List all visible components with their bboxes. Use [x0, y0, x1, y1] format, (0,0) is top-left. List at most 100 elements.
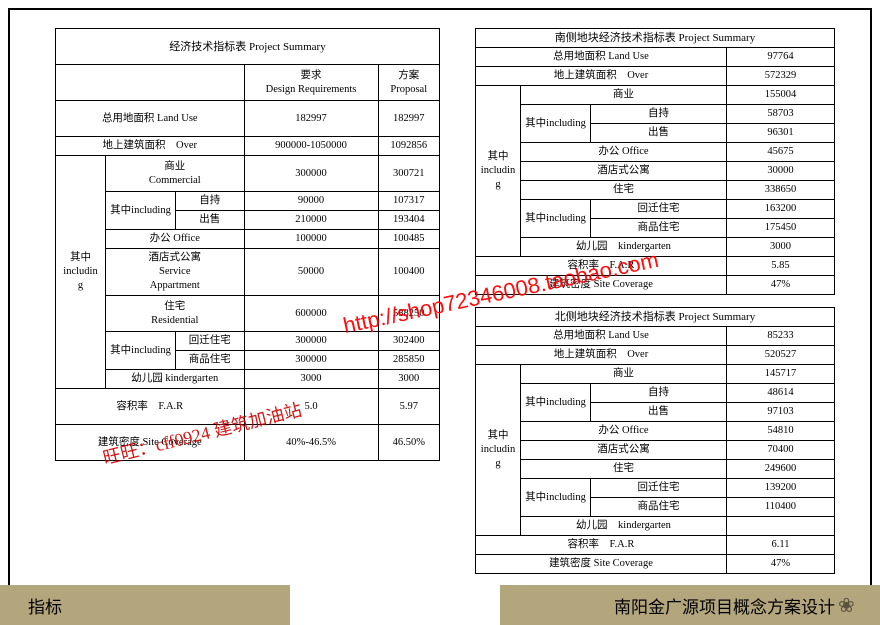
- kg-req: 3000: [244, 370, 378, 389]
- n-huiqian: 回迁住宅: [591, 479, 727, 498]
- s-subincl2: 其中including: [521, 200, 591, 238]
- s-over: 572329: [726, 67, 834, 86]
- s-commercial-v: 155004: [726, 86, 834, 105]
- footer-right: 南阳金广源项目概念方案设计 ❀: [500, 585, 880, 625]
- main-title: 经济技术指标表 Project Summary: [56, 29, 440, 65]
- n-shangpin: 商品住宅: [591, 498, 727, 517]
- s-office: 办公 Office: [521, 143, 727, 162]
- n-commercial-v: 145717: [726, 365, 834, 384]
- hotel-req: 50000: [244, 249, 378, 296]
- s-hotel: 酒店式公寓: [521, 162, 727, 181]
- shangpin-prop: 285850: [378, 351, 440, 370]
- chushou: 出售: [176, 211, 245, 230]
- zichi-prop: 107317: [378, 192, 440, 211]
- n-far-v: 6.11: [726, 536, 834, 555]
- n-over: 520527: [726, 346, 834, 365]
- south-title: 南侧地块经济技术指标表 Project Summary: [476, 29, 835, 48]
- shangpin: 商品住宅: [176, 351, 245, 370]
- over-req: 900000-1050000: [244, 137, 378, 156]
- n-res-v: 249600: [726, 460, 834, 479]
- sub-including2: 其中including: [106, 332, 176, 370]
- n-cov-label: 建筑密度 Site Coverage: [476, 555, 727, 574]
- commercial-prop: 300721: [378, 156, 440, 192]
- s-res: 住宅: [521, 181, 727, 200]
- n-land: 85233: [726, 327, 834, 346]
- chushou-prop: 193404: [378, 211, 440, 230]
- s-hotel-v: 30000: [726, 162, 834, 181]
- s-res-v: 338650: [726, 181, 834, 200]
- over-prop: 1092856: [378, 137, 440, 156]
- office: 办公 Office: [106, 230, 245, 249]
- s-land: 97764: [726, 48, 834, 67]
- n-hotel: 酒店式公寓: [521, 441, 727, 460]
- n-kg-v: [726, 517, 834, 536]
- s-office-v: 45675: [726, 143, 834, 162]
- blank: [56, 65, 245, 101]
- s-cov-v: 47%: [726, 276, 834, 295]
- far-prop: 5.97: [378, 389, 440, 425]
- commercial: 商业 Commercial: [106, 156, 245, 192]
- s-far-v: 5.85: [726, 257, 834, 276]
- n-office: 办公 Office: [521, 422, 727, 441]
- n-land-label: 总用地面积 Land Use: [476, 327, 727, 346]
- col-requirements: 要求 Design Requirements: [244, 65, 378, 101]
- s-subincl: 其中including: [521, 105, 591, 143]
- n-hotel-v: 70400: [726, 441, 834, 460]
- n-zichi: 自持: [591, 384, 727, 403]
- n-kg: 幼儿园 kindergarten: [521, 517, 727, 536]
- office-req: 100000: [244, 230, 378, 249]
- s-shangpin: 商品住宅: [591, 219, 727, 238]
- n-over-label: 地上建筑面积 Over: [476, 346, 727, 365]
- s-shangpin-v: 175450: [726, 219, 834, 238]
- huiqian-prop: 302400: [378, 332, 440, 351]
- cov-prop: 46.50%: [378, 425, 440, 461]
- sub-including: 其中including: [106, 192, 176, 230]
- footer-right-text: 南阳金广源项目概念方案设计: [614, 593, 835, 618]
- n-shangpin-v: 110400: [726, 498, 834, 517]
- residential: 住宅 Residential: [106, 296, 245, 332]
- n-cov-v: 47%: [726, 555, 834, 574]
- commercial-req: 300000: [244, 156, 378, 192]
- logo-icon: ❀: [838, 593, 868, 617]
- chushou-req: 210000: [244, 211, 378, 230]
- north-summary-table: 北侧地块经济技术指标表 Project Summary 总用地面积 Land U…: [475, 307, 835, 574]
- kg-prop: 3000: [378, 370, 440, 389]
- s-kg-v: 3000: [726, 238, 834, 257]
- footer-left: 指标: [0, 585, 290, 625]
- hotel: 酒店式公寓 Service Appartment: [106, 249, 245, 296]
- office-prop: 100485: [378, 230, 440, 249]
- s-incl: 其中 includin g: [476, 86, 521, 257]
- s-land-label: 总用地面积 Land Use: [476, 48, 727, 67]
- huiqian: 回迁住宅: [176, 332, 245, 351]
- hotel-prop: 100400: [378, 249, 440, 296]
- zichi-req: 90000: [244, 192, 378, 211]
- main-table-wrap: 经济技术指标表 Project Summary 要求 Design Requir…: [55, 28, 440, 574]
- n-office-v: 54810: [726, 422, 834, 441]
- s-zichi-v: 58703: [726, 105, 834, 124]
- n-huiqian-v: 139200: [726, 479, 834, 498]
- n-chushou-v: 97103: [726, 403, 834, 422]
- including-label: 其中 includin g: [56, 156, 106, 389]
- n-subincl: 其中including: [521, 384, 591, 422]
- s-commercial: 商业: [521, 86, 727, 105]
- kindergarten: 幼儿园 kindergarten: [106, 370, 245, 389]
- main-summary-table: 经济技术指标表 Project Summary 要求 Design Requir…: [55, 28, 440, 461]
- shangpin-req: 300000: [244, 351, 378, 370]
- col-proposal: 方案 Proposal: [378, 65, 440, 101]
- n-commercial: 商业: [521, 365, 727, 384]
- s-zichi: 自持: [591, 105, 727, 124]
- land-use-label: 总用地面积 Land Use: [56, 101, 245, 137]
- footer-mid: [290, 585, 500, 625]
- land-use-req: 182997: [244, 101, 378, 137]
- s-over-label: 地上建筑面积 Over: [476, 67, 727, 86]
- s-chushou-v: 96301: [726, 124, 834, 143]
- s-huiqian-v: 163200: [726, 200, 834, 219]
- s-huiqian: 回迁住宅: [591, 200, 727, 219]
- footer-bar: 指标 南阳金广源项目概念方案设计 ❀: [0, 585, 880, 625]
- right-tables: 南侧地块经济技术指标表 Project Summary 总用地面积 Land U…: [475, 28, 835, 574]
- north-title: 北侧地块经济技术指标表 Project Summary: [476, 308, 835, 327]
- n-incl: 其中 includin g: [476, 365, 521, 536]
- s-chushou: 出售: [591, 124, 727, 143]
- n-zichi-v: 48614: [726, 384, 834, 403]
- n-far-label: 容积率 F.A.R: [476, 536, 727, 555]
